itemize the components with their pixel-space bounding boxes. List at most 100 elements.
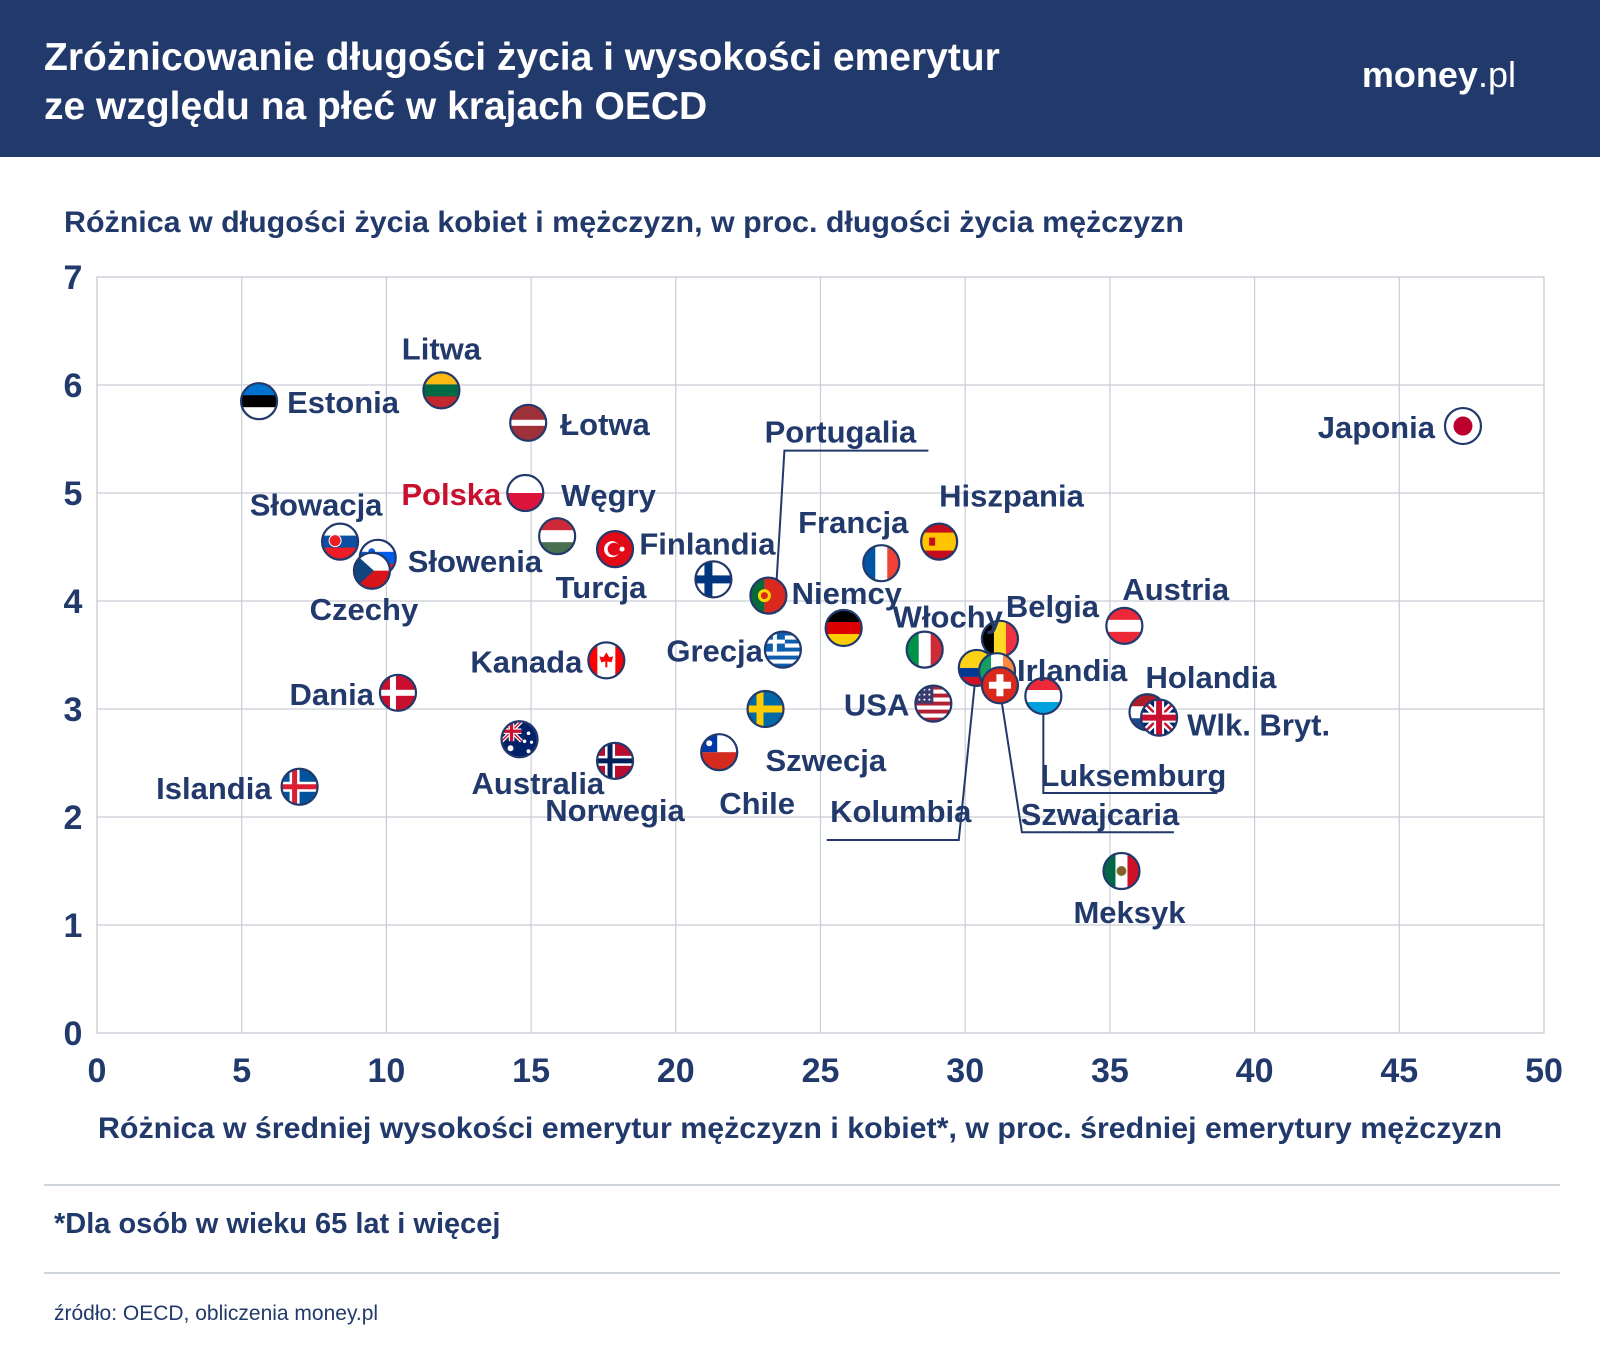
point-label: Finlandia — [639, 526, 776, 561]
point-label: Niemcy — [792, 576, 903, 611]
slovakia-flag-icon — [320, 522, 360, 561]
point-label: Chile — [719, 786, 795, 821]
point-label: Czechy — [310, 592, 419, 627]
leader-line — [1042, 714, 1218, 795]
point-label: Luksemburg — [1040, 758, 1226, 793]
header-bar: Zróżnicowanie długości życia i wysokości… — [0, 0, 1600, 157]
x-tick-label: 5 — [232, 1052, 251, 1090]
leader-lines — [775, 449, 1218, 841]
germany-flag-icon — [824, 608, 863, 648]
chart-title-line-1: Zróżnicowanie długości życia i wysokości… — [44, 36, 1000, 79]
finland-flag-icon — [694, 560, 733, 599]
denmark-flag-icon — [378, 673, 418, 712]
source-note: źródło: OECD, obliczenia money.pl — [54, 1302, 379, 1325]
x-tick-label: 40 — [1236, 1052, 1274, 1090]
brand-logo-bold: money — [1361, 54, 1478, 95]
leader-line — [826, 683, 976, 841]
switzerland-flag-icon — [980, 666, 1020, 705]
point-label: Japonia — [1318, 410, 1436, 445]
point-label: Australia — [472, 766, 605, 801]
point-label: Islandia — [156, 771, 272, 806]
sweden-flag-icon — [746, 689, 785, 729]
czechia-flag-icon — [352, 551, 392, 590]
turkey-flag-icon — [595, 530, 635, 569]
point-label: Estonia — [287, 385, 400, 420]
x-tick-label: 30 — [946, 1052, 984, 1090]
point-label: Łotwa — [560, 407, 650, 442]
belgium-flag-icon — [980, 619, 1020, 658]
usa-flag-icon — [914, 684, 953, 723]
y-tick-label: 0 — [64, 1015, 83, 1053]
italy-flag-icon — [905, 630, 944, 669]
point-label: Wlk. Bryt. — [1187, 708, 1330, 743]
x-tick-label: 45 — [1380, 1052, 1418, 1090]
lithuania-flag-icon — [422, 371, 461, 410]
point-label: USA — [844, 688, 909, 723]
x-axis-label: Różnica w średniej wysokości emerytur mę… — [98, 1112, 1502, 1145]
point-label: Słowacja — [250, 488, 383, 523]
luxembourg-flag-icon — [1024, 676, 1063, 716]
point-label: Hiszpania — [939, 479, 1084, 514]
divider — [44, 1272, 1560, 1274]
point-label: Meksyk — [1073, 895, 1186, 930]
x-tick-label: 15 — [512, 1052, 550, 1090]
hungary-flag-icon — [538, 517, 577, 556]
uk-flag-icon — [1139, 698, 1179, 737]
leader-line — [1000, 703, 1174, 834]
x-tick-label: 35 — [1091, 1052, 1129, 1090]
x-tick-label: 50 — [1525, 1052, 1563, 1090]
point-label: Grecja — [666, 634, 763, 669]
point-label: Kolumbia — [830, 794, 972, 829]
latvia-flag-icon — [509, 403, 548, 442]
chile-flag-icon — [700, 733, 739, 772]
leader-line — [775, 449, 929, 584]
estonia-flag-icon — [239, 382, 279, 421]
france-flag-icon — [862, 544, 901, 583]
point-label: Turcja — [556, 570, 647, 605]
iceland-flag-icon — [280, 767, 319, 806]
point-label: Włochy — [893, 600, 1004, 635]
divider — [44, 1184, 1560, 1186]
point-label: Słowenia — [408, 544, 543, 579]
chart-title-line-2: ze względu na płeć w krajach OECD — [44, 85, 708, 128]
spain-flag-icon — [920, 522, 959, 561]
point-label: Francja — [798, 505, 909, 540]
brand-logo-suffix: .pl — [1477, 54, 1516, 95]
point-label: Szwajcaria — [1021, 797, 1180, 832]
point-label: Kanada — [470, 644, 583, 679]
japan-flag-icon — [1443, 406, 1483, 446]
point-label: Dania — [290, 677, 375, 712]
greece-flag-icon — [763, 630, 802, 669]
point-label: Portugalia — [765, 415, 917, 450]
point-label: Austria — [1122, 572, 1230, 607]
data-points — [239, 371, 1483, 891]
point-label: Belgia — [1006, 589, 1100, 624]
point-label: Irlandia — [1017, 653, 1128, 688]
grid — [96, 276, 1545, 1034]
point-label: Holandia — [1146, 660, 1278, 695]
norway-flag-icon — [595, 741, 635, 780]
mexico-flag-icon — [1102, 851, 1141, 891]
portugal-flag-icon — [749, 576, 788, 615]
footnote: *Dla osób w wieku 65 lat i więcej — [54, 1208, 501, 1240]
point-label: Szwecja — [766, 743, 887, 778]
x-tick-label: 20 — [657, 1052, 695, 1090]
point-label: Węgry — [561, 478, 657, 513]
x-tick-label: 10 — [367, 1052, 405, 1090]
point-label: Polska — [401, 477, 502, 512]
point-label: Litwa — [402, 331, 482, 366]
y-tick-label: 5 — [64, 475, 83, 513]
x-tick-label: 25 — [802, 1052, 840, 1090]
y-axis-label: Różnica w długości życia kobiet i mężczy… — [64, 206, 1184, 239]
canada-flag-icon — [587, 641, 626, 680]
australia-flag-icon — [500, 720, 539, 759]
y-tick-label: 1 — [64, 907, 83, 945]
brand-logo: money.pl — [1362, 54, 1516, 96]
y-tick-label: 3 — [64, 691, 83, 729]
y-tick-label: 4 — [64, 583, 83, 621]
x-tick-label: 0 — [88, 1052, 107, 1090]
y-tick-label: 6 — [64, 367, 83, 405]
